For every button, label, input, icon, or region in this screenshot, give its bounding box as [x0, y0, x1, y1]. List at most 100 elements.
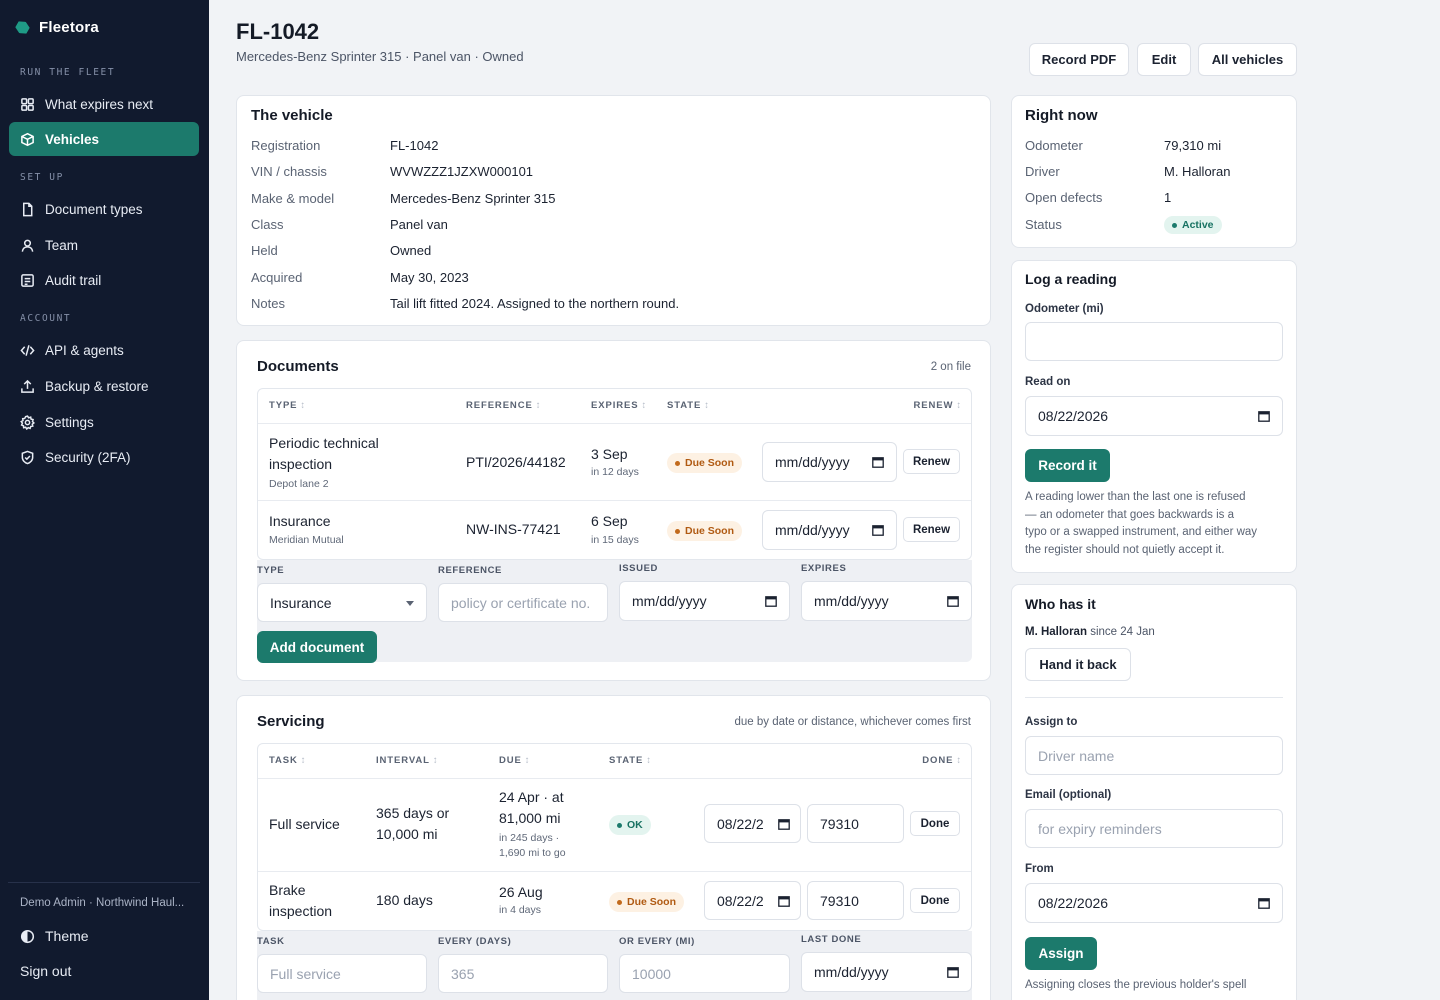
- calendar-icon: [1258, 411, 1270, 422]
- hand-it-back-button[interactable]: Hand it back: [1025, 648, 1131, 681]
- sidebar-item-vehicles[interactable]: Vehicles: [9, 122, 199, 156]
- email-input[interactable]: for expiry reminders: [1025, 809, 1283, 848]
- document-expires: 3 Sep: [591, 446, 628, 462]
- sidebar-item-label: Team: [45, 237, 79, 253]
- service-task: inspection: [269, 903, 333, 919]
- done-date-input[interactable]: 08/22/2: [704, 804, 801, 843]
- list-icon: [21, 273, 34, 287]
- sidebar-item-settings[interactable]: Settings: [9, 405, 199, 439]
- chevron-down-icon: [406, 600, 414, 606]
- status-label: Status: [1025, 217, 1062, 232]
- document-expires: 6 Sep: [591, 513, 628, 529]
- column-header-interval[interactable]: INTERVAL ↕: [376, 755, 439, 766]
- odometer-input[interactable]: [1025, 322, 1283, 361]
- sidebar-item-api-agents[interactable]: API & agents: [9, 333, 199, 367]
- all-vehicles-button[interactable]: All vehicles: [1198, 43, 1297, 76]
- date-value: 08/22/2: [717, 892, 764, 909]
- column-header-state[interactable]: STATE ↕: [667, 400, 710, 411]
- servicing-card: Servicing due by date or distance, which…: [236, 695, 991, 1000]
- renew-button[interactable]: Renew: [903, 449, 960, 474]
- vin-label: VIN / chassis: [251, 164, 327, 179]
- sidebar-item-document-types[interactable]: Document types: [9, 192, 199, 226]
- add-document-button[interactable]: Add document: [257, 631, 377, 663]
- calendar-icon: [947, 596, 959, 607]
- from-date-input[interactable]: 08/22/2026: [1025, 883, 1283, 923]
- status-badge: Due Soon: [667, 521, 742, 541]
- every-mi-placeholder: 10000: [632, 965, 671, 982]
- renew-date-input[interactable]: mm/dd/yyyy: [762, 510, 897, 550]
- section-label-account: ACCOUNT: [20, 313, 72, 324]
- service-task: Full service: [269, 816, 340, 832]
- divider: [1025, 697, 1283, 698]
- done-date-input[interactable]: 08/22/2: [704, 881, 801, 920]
- sidebar-item-label: API & agents: [45, 342, 124, 358]
- expires-date-input[interactable]: mm/dd/yyyy: [801, 581, 972, 621]
- odometer-input-label: Odometer (mi): [1025, 303, 1104, 315]
- assign-button[interactable]: Assign: [1025, 937, 1097, 970]
- sidebar-divider: [8, 882, 200, 883]
- renew-date-input[interactable]: mm/dd/yyyy: [762, 442, 897, 482]
- task-input[interactable]: Full service: [257, 954, 427, 993]
- sidebar-item-audit-trail[interactable]: Audit trail: [9, 263, 199, 297]
- read-on-date-input[interactable]: 08/22/2026: [1025, 396, 1283, 436]
- document-type-select[interactable]: Insurance: [257, 583, 427, 622]
- renew-button[interactable]: Renew: [903, 517, 960, 542]
- sidebar-item-label: Audit trail: [45, 272, 102, 288]
- brand[interactable]: Fleetora: [16, 17, 99, 37]
- who-has-it-title: Who has it: [1025, 596, 1096, 612]
- theme-toggle[interactable]: Theme: [20, 928, 89, 944]
- column-header-expires[interactable]: EXPIRES ↕: [591, 400, 648, 411]
- service-due: 81,000 mi: [499, 810, 561, 826]
- done-odometer-input[interactable]: 79310: [807, 804, 904, 843]
- column-header-task[interactable]: TASK ↕: [269, 755, 307, 766]
- app-name: Fleetora: [39, 18, 99, 36]
- done-button[interactable]: Done: [910, 888, 960, 913]
- record-pdf-button[interactable]: Record PDF: [1029, 43, 1129, 76]
- column-header-state[interactable]: STATE ↕: [609, 755, 652, 766]
- sidebar-item-team[interactable]: Team: [9, 228, 199, 262]
- email-placeholder: for expiry reminders: [1038, 820, 1162, 837]
- done-button[interactable]: Done: [910, 811, 960, 836]
- documents-table: TYPE ↕ REFERENCE ↕ EXPIRES ↕ STATE ↕ RENEW ↕ …: [257, 388, 972, 560]
- reference-input[interactable]: policy or certificate no.: [438, 583, 608, 622]
- column-header-due[interactable]: DUE ↕: [499, 755, 531, 766]
- done-odometer-input[interactable]: 79310: [807, 881, 904, 920]
- every-mi-input[interactable]: 10000: [619, 954, 790, 993]
- upload-icon: [21, 379, 34, 393]
- status-badge: Due Soon: [667, 453, 742, 473]
- column-header-renew[interactable]: RENEW ↕: [913, 400, 962, 411]
- sidebar-item-label: Settings: [45, 414, 94, 430]
- column-header-done[interactable]: DONE ↕: [922, 755, 962, 766]
- status-badge: OK: [609, 815, 651, 835]
- issued-date-input[interactable]: mm/dd/yyyy: [619, 581, 790, 621]
- every-days-input[interactable]: 365: [438, 954, 608, 993]
- edit-button[interactable]: Edit: [1137, 43, 1191, 76]
- sidebar-item-what-expires-next[interactable]: What expires next: [9, 87, 199, 121]
- column-header-type[interactable]: TYPE ↕: [269, 400, 307, 411]
- odometer-value: 79310: [820, 815, 859, 832]
- acquired-value: May 30, 2023: [390, 270, 469, 285]
- document-sub: Meridian Mutual: [269, 534, 344, 546]
- last-done-date-input[interactable]: mm/dd/yyyy: [801, 952, 972, 992]
- service-due-sub: in 4 days: [499, 904, 542, 916]
- sign-out-link[interactable]: Sign out: [20, 963, 71, 979]
- sidebar: Fleetora RUN THE FLEET What expires next…: [0, 0, 209, 1000]
- document-type: inspection: [269, 456, 333, 472]
- column-header-reference[interactable]: REFERENCE ↕: [466, 400, 542, 411]
- document-expires-sub: in 15 days: [591, 534, 639, 546]
- driver-name-input[interactable]: Driver name: [1025, 736, 1283, 775]
- sidebar-item-security[interactable]: Security (2FA): [9, 440, 199, 474]
- date-value: 08/22/2026: [1038, 408, 1109, 424]
- vin-value: WVWZZZ1JZXW000101: [390, 164, 534, 179]
- service-task: Brake: [269, 882, 306, 898]
- document-reference: PTI/2026/44182: [466, 454, 566, 470]
- sidebar-item-backup-restore[interactable]: Backup & restore: [9, 369, 199, 403]
- account-line: Demo Admin · Northwind Haul...: [20, 897, 185, 909]
- sidebar-item-label: Security (2FA): [45, 449, 131, 465]
- divider: [258, 423, 971, 424]
- record-it-button[interactable]: Record it: [1025, 449, 1110, 482]
- service-due-sub: in 245 days ·: [499, 832, 560, 844]
- driver-value: M. Halloran: [1164, 164, 1231, 179]
- open-defects-label: Open defects: [1025, 190, 1103, 205]
- sign-out-label: Sign out: [20, 963, 72, 979]
